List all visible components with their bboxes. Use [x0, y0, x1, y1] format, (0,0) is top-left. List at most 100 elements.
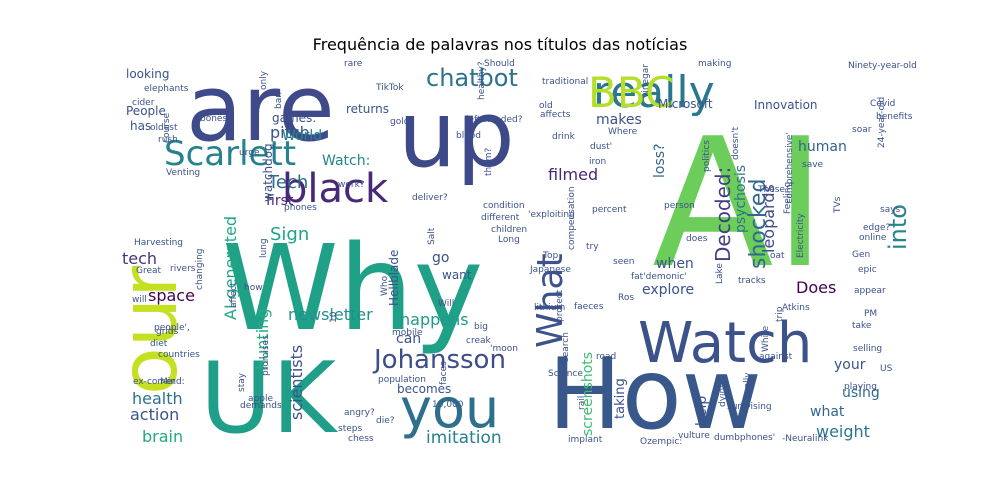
word-loss: loss? — [652, 144, 668, 178]
word-what: What — [530, 253, 571, 348]
word-die: die? — [376, 416, 395, 426]
word-microsoft: Microsoft — [658, 97, 713, 111]
word-search: search — [561, 332, 571, 362]
word-fat-demonic: fat'demonic' — [631, 272, 687, 282]
word-these: These — [757, 185, 785, 195]
word-playing: playing — [844, 382, 877, 392]
word-want: want — [442, 268, 472, 282]
word-moon: 'moon — [490, 344, 518, 354]
word-soar: soar — [852, 125, 872, 135]
word-watchdog: watchdog — [261, 143, 275, 202]
word-save: save — [802, 160, 824, 170]
word-course: course — [162, 112, 172, 143]
word-apple: apple — [248, 394, 273, 404]
word-trip: trip — [775, 306, 785, 322]
word-10-000: 10,000 — [432, 400, 464, 410]
word-human: human — [798, 139, 847, 155]
word-ozempic: Ozempic: — [640, 437, 682, 447]
word-ros: Ros — [618, 293, 634, 303]
word-health: health — [132, 389, 183, 408]
word-benefits: benefits — [876, 112, 913, 122]
word-tiktok: TikTok — [375, 83, 404, 93]
word-says: says — [880, 205, 901, 215]
word-newsletter: newsletter — [288, 305, 373, 324]
word-population: population — [378, 375, 426, 385]
word-edge: edge? — [863, 223, 891, 233]
word-lake: Lake — [715, 263, 725, 284]
word-black: black — [282, 166, 389, 212]
word-makes: makes — [596, 112, 642, 128]
word-gold: gold — [390, 117, 409, 127]
word-dumbphones: dumbphones' — [714, 433, 775, 443]
word-faces: faces — [439, 361, 449, 385]
word-atkins: Atkins — [782, 303, 810, 313]
word-covid: Covid — [870, 99, 895, 109]
word-can: can — [396, 331, 421, 347]
word-big: big — [474, 322, 488, 332]
word-deliver: deliver? — [412, 193, 448, 203]
word-ex-comer: ex-comer — [133, 377, 176, 387]
word-into: into — [884, 204, 912, 250]
word-steps: steps — [338, 424, 362, 434]
word-science: Science — [548, 369, 583, 379]
word-go: go — [432, 250, 449, 266]
word-dust: dust' — [590, 142, 612, 152]
word-selling: selling — [853, 344, 882, 354]
word-people: People — [126, 104, 166, 118]
word-your: your — [834, 357, 866, 373]
word-when: when — [656, 256, 694, 272]
word-hunting: hunting — [253, 309, 272, 370]
word-filmed: filmed — [548, 165, 598, 184]
word-long: Long — [498, 235, 520, 245]
word-creak: creak — [466, 336, 492, 346]
word-who: Who — [380, 275, 390, 296]
word-weight: weight — [816, 422, 870, 441]
word-rare: rare — [344, 59, 363, 69]
word-grids: grids — [156, 327, 179, 337]
word-innovation: Innovation — [754, 98, 818, 112]
word-appear: appear — [854, 286, 886, 296]
word-hellblade: Hellblade — [387, 250, 401, 306]
word-top: Top — [542, 251, 558, 261]
word-why: Why — [222, 219, 483, 357]
word-mobile: mobile — [392, 328, 423, 338]
word-affects: affects — [540, 110, 571, 120]
word-does: Does — [796, 278, 836, 297]
word-japanese: Japanese — [529, 265, 571, 275]
word-oat: oat — [770, 251, 785, 261]
word-tech: tech — [122, 249, 157, 268]
word-games: games: — [272, 111, 316, 125]
word-taking: taking — [613, 378, 628, 419]
word-elephants: elephants — [144, 84, 189, 94]
word-percent: percent — [592, 205, 627, 215]
word-first: first — [266, 193, 294, 209]
word-chess: chess — [348, 434, 374, 444]
word-ninety-year-old: Ninety-year-old — [848, 61, 917, 71]
word-rail: rail — [577, 396, 587, 410]
word-comprehensive: 'comprehensive' — [785, 132, 795, 206]
word-imitation: imitation — [426, 428, 502, 448]
word-ai: AI — [652, 100, 826, 307]
word-chatbot: chatbot — [426, 64, 518, 92]
word-up: up — [398, 81, 515, 188]
word-healthy: healthy? — [477, 61, 487, 100]
word-sign: Sign — [270, 224, 309, 245]
word-vinegar: vinegar — [641, 64, 651, 98]
word-protect: protect — [555, 289, 565, 322]
word-lithium: lithium — [534, 303, 565, 313]
word-old: old — [539, 101, 553, 111]
word-try: try — [586, 242, 599, 252]
word-children: children — [491, 225, 527, 235]
word-should: Should — [484, 59, 515, 69]
word-pm: PM — [864, 309, 877, 319]
word-left-handed: left-handed? — [466, 115, 523, 125]
word-vulture: vulture — [678, 431, 710, 441]
word-ai-generated: AI-generated — [221, 216, 240, 320]
word-blood: blood — [456, 131, 481, 141]
word-scarlett: Scarlett — [164, 134, 296, 174]
word-dying: dying — [718, 382, 728, 407]
word-person: person — [664, 201, 695, 211]
word-venting: Venting — [166, 168, 200, 178]
word-really: really — [593, 67, 715, 118]
